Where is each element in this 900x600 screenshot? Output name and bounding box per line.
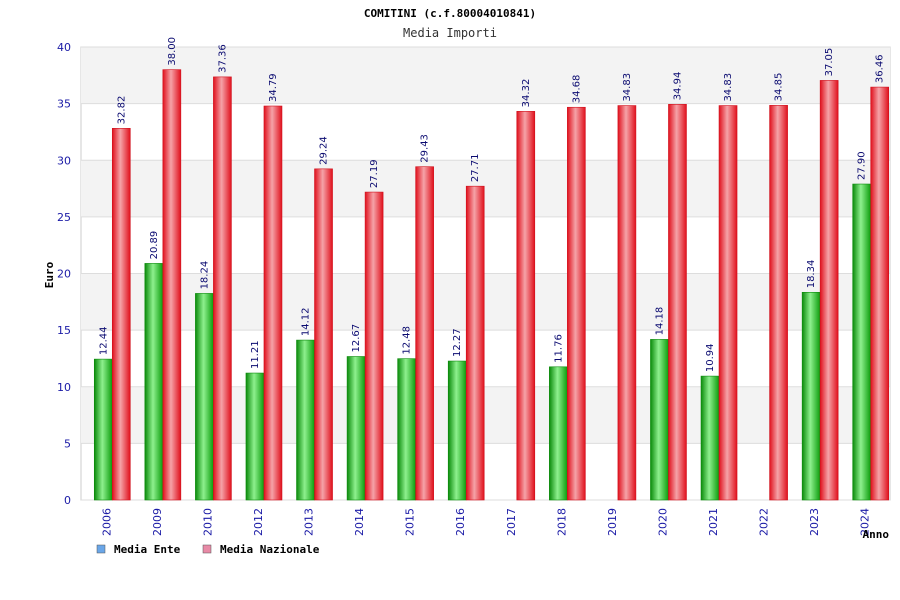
x-tick-label: 2017 — [505, 508, 518, 536]
chart-subtitle: Media Importi — [403, 26, 497, 40]
bar-media-ente — [346, 356, 366, 501]
data-label: 34.83 — [622, 73, 633, 102]
data-labels: 12.44 32.82 20.89 38.00 18.24 37.36 11.21 34.79… — [98, 37, 885, 372]
data-label: 12.48 — [402, 326, 413, 355]
x-tick-label: 2023 — [808, 508, 821, 536]
bar-media-nazionale — [415, 166, 434, 501]
data-label: 14.12 — [301, 307, 312, 336]
bar-media-nazionale — [819, 80, 839, 501]
bar-media-nazionale — [870, 86, 890, 501]
x-tick-label: 2018 — [555, 508, 568, 536]
bar-media-nazionale — [516, 111, 536, 501]
data-label: 12.67 — [351, 324, 362, 353]
y-axis-label: Euro — [43, 261, 56, 288]
legend-label-media-nazionale: Media Nazionale — [220, 543, 320, 556]
bar-media-nazionale — [364, 191, 384, 501]
data-label: 27.71 — [470, 154, 481, 183]
bar-media-nazionale — [668, 104, 687, 501]
chart-title: COMITINI (c.f.80004010841) — [364, 7, 536, 20]
data-label: 18.34 — [806, 260, 817, 289]
data-label: 34.83 — [723, 73, 734, 102]
y-tick-label: 30 — [57, 154, 71, 167]
bar-media-ente — [245, 372, 265, 501]
data-label: 12.27 — [452, 328, 463, 357]
bar-media-nazionale — [314, 168, 333, 501]
bar-media-nazionale — [718, 105, 738, 501]
y-tick-label: 0 — [64, 494, 71, 507]
bar-media-ente — [700, 375, 720, 501]
x-tick-label: 2014 — [353, 508, 366, 536]
data-label: 36.46 — [875, 54, 886, 83]
grid-band — [81, 160, 890, 217]
bar-media-nazionale — [263, 105, 283, 501]
data-label: 12.44 — [98, 326, 109, 355]
bar-media-nazionale — [617, 105, 637, 501]
data-label: 10.94 — [705, 343, 716, 372]
y-tick-label: 15 — [57, 324, 71, 337]
data-label: 32.82 — [116, 96, 127, 125]
x-tick-label: 2019 — [606, 508, 619, 536]
bar-media-ente — [296, 339, 315, 501]
data-label: 34.85 — [774, 73, 785, 102]
y-tick-label: 35 — [57, 98, 71, 111]
x-tick-label: 2006 — [100, 508, 113, 536]
data-label: 34.79 — [268, 73, 279, 102]
data-label: 18.24 — [199, 261, 210, 290]
x-tick-label: 2024 — [859, 508, 872, 536]
bars — [93, 69, 890, 501]
bar-media-nazionale — [465, 185, 485, 501]
data-label: 29.24 — [319, 136, 330, 165]
y-tick-label: 25 — [57, 211, 71, 224]
bar-media-nazionale — [769, 105, 788, 501]
x-tick-label: 2010 — [201, 508, 214, 536]
data-label: 34.32 — [521, 79, 532, 108]
bar-media-nazionale — [162, 69, 182, 501]
x-tick-label: 2022 — [758, 508, 771, 536]
bar-media-ente — [801, 291, 821, 501]
legend-label-media-ente: Media Ente — [114, 543, 181, 556]
data-label: 37.05 — [824, 48, 835, 77]
x-tick-label: 2021 — [707, 508, 720, 536]
bar-media-ente — [195, 293, 214, 501]
data-label: 37.36 — [217, 44, 228, 73]
y-tick-label: 40 — [57, 41, 71, 54]
y-tick-label: 10 — [57, 381, 71, 394]
data-label: 27.90 — [857, 151, 868, 180]
y-axis-ticks: 0 5 10 15 20 25 30 35 40 — [57, 41, 71, 507]
data-label: 34.68 — [571, 75, 582, 104]
bar-media-ente — [144, 263, 164, 501]
x-tick-label: 2020 — [656, 508, 669, 536]
x-tick-label: 2016 — [454, 508, 467, 536]
x-tick-label: 2012 — [252, 508, 265, 536]
x-tick-label: 2009 — [151, 508, 164, 536]
bar-media-ente — [93, 358, 113, 501]
data-label: 34.94 — [672, 72, 683, 101]
data-label: 14.18 — [654, 307, 665, 336]
x-tick-label: 2015 — [404, 508, 417, 536]
legend-swatch-media-nazionale — [202, 544, 212, 554]
x-tick-label: 2013 — [303, 508, 316, 536]
bar-media-ente — [447, 360, 467, 501]
data-label: 11.21 — [250, 340, 261, 369]
y-tick-label: 20 — [57, 268, 71, 281]
bar-media-ente — [397, 358, 416, 501]
bar-media-ente — [549, 366, 568, 501]
bar-media-nazionale — [213, 76, 232, 501]
data-label: 38.00 — [167, 37, 178, 66]
grid-band — [81, 47, 890, 104]
x-axis-label: Anno — [863, 528, 890, 541]
legend-swatch-media-ente — [96, 544, 106, 554]
bar-media-ente — [650, 339, 669, 501]
data-label: 11.76 — [553, 334, 564, 363]
data-label: 20.89 — [149, 231, 160, 260]
legend: Media Ente Media Nazionale — [96, 543, 320, 556]
data-label: 27.19 — [369, 159, 380, 188]
data-label: 29.43 — [420, 134, 431, 163]
bar-media-nazionale — [111, 128, 131, 501]
bar-media-ente — [852, 183, 872, 501]
x-axis-ticks: 2006 2009 2010 2012 2013 2014 2015 2016 2017 2018… — [100, 508, 871, 536]
y-tick-label: 5 — [64, 437, 71, 450]
bar-media-nazionale — [567, 106, 586, 501]
